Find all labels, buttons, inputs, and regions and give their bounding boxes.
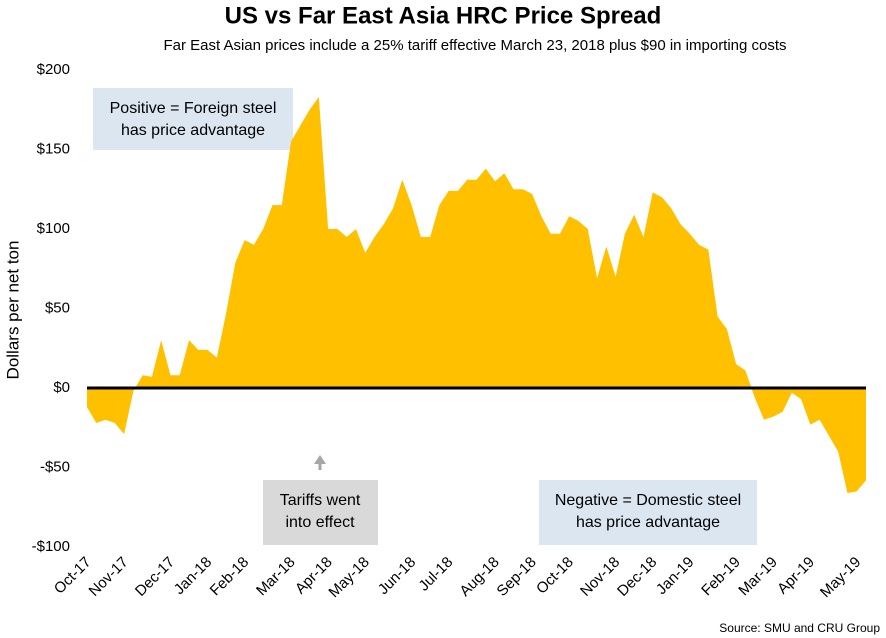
- y-tick-label: $200: [37, 61, 70, 78]
- annotations: Positive = Foreign steel has price advant…: [93, 88, 757, 545]
- y-tick-label: -$100: [32, 538, 70, 555]
- annotation-box: [539, 480, 757, 545]
- x-tick-label: Sep-18: [494, 554, 540, 600]
- y-tick-label: $100: [37, 220, 70, 237]
- x-tick-label: Mar-18: [253, 554, 299, 600]
- x-tick-label: Jan-19: [653, 554, 697, 598]
- chart-title: US vs Far East Asia HRC Price Spread: [225, 2, 662, 29]
- x-tick-label: Dec-17: [132, 554, 178, 600]
- x-tick-label: Dec-18: [614, 554, 660, 600]
- x-tick-label: Feb-19: [698, 554, 744, 600]
- x-tick-label: Aug-18: [456, 554, 502, 600]
- area: [87, 97, 866, 493]
- x-tick-label: Mar-19: [735, 554, 781, 600]
- y-tick-label: $50: [45, 299, 70, 316]
- chart-subtitle: Far East Asian prices include a 25% tari…: [163, 37, 786, 54]
- annotation-box: [263, 480, 378, 545]
- x-tick-label: Nov-17: [86, 554, 132, 600]
- y-tick-label: -$50: [40, 458, 70, 475]
- annotation-text: Positive = Foreign steel: [110, 100, 277, 117]
- x-tick-label: Jul-18: [415, 554, 456, 595]
- annotation-box: [93, 88, 293, 150]
- x-tick-label: May-19: [817, 554, 864, 601]
- source: Source: SMU and CRU Group: [719, 621, 880, 635]
- y-axis-label: Dollars per net ton: [3, 241, 22, 380]
- x-tick-label: May-18: [325, 554, 372, 601]
- x-tick-label: Jun-18: [375, 554, 419, 598]
- x-tick-label: Jan-18: [171, 554, 215, 598]
- arrow-head: [314, 455, 326, 464]
- annotation-text: has price advantage: [121, 122, 265, 139]
- y-tick-label: $150: [37, 140, 70, 157]
- x-tick-label: Apr-19: [774, 554, 818, 598]
- x-tick-label: Oct-18: [533, 554, 577, 598]
- x-tick-label: Nov-18: [577, 554, 623, 600]
- annotation-text: Negative = Domestic steel: [555, 492, 741, 509]
- y-tick-label: $0: [53, 379, 70, 396]
- annotation-text: has price advantage: [576, 514, 720, 531]
- x-tick-label: Feb-18: [207, 554, 253, 600]
- annotation-text: into effect: [285, 514, 355, 531]
- annotation-text: Tariffs went: [280, 492, 361, 509]
